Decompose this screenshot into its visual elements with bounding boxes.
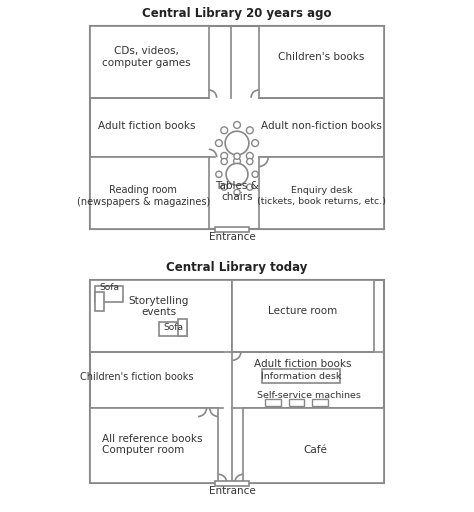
Text: Central Library 20 years ago: Central Library 20 years ago [142, 7, 332, 20]
Circle shape [252, 140, 258, 146]
Text: Adult fiction books: Adult fiction books [98, 121, 195, 131]
Circle shape [221, 184, 228, 190]
Text: Sofa: Sofa [163, 323, 183, 332]
Text: Storytelling
events: Storytelling events [129, 295, 189, 317]
Text: Children's fiction books: Children's fiction books [81, 372, 194, 382]
Bar [95, 286, 123, 302]
Bar [215, 481, 249, 486]
Bar [90, 157, 209, 229]
Text: Reading room
(newspapers & magazines): Reading room (newspapers & magazines) [77, 185, 210, 207]
Bar [215, 482, 249, 483]
Bar [215, 227, 249, 232]
Bar [90, 408, 218, 483]
Circle shape [234, 153, 240, 159]
Bar [289, 398, 304, 407]
Text: Sofa: Sofa [99, 283, 119, 292]
Text: Adult fiction books: Adult fiction books [254, 359, 351, 369]
Bar [262, 369, 340, 383]
Bar [243, 408, 384, 483]
Bar [265, 398, 281, 407]
Circle shape [234, 189, 240, 196]
Text: Entrance: Entrance [209, 232, 255, 242]
Circle shape [221, 153, 228, 159]
Bar [159, 322, 187, 336]
Circle shape [246, 153, 253, 159]
Text: Tables &
chairs: Tables & chairs [215, 181, 259, 202]
Text: Computer room: Computer room [102, 445, 184, 455]
Bar [90, 280, 384, 483]
Bar [259, 26, 384, 98]
Text: Central Library today: Central Library today [166, 261, 308, 274]
Text: Self-service machines: Self-service machines [257, 391, 361, 400]
Circle shape [216, 140, 222, 146]
Bar [90, 280, 232, 352]
Bar [90, 26, 384, 229]
Text: Enquiry desk
(tickets, book returns, etc.): Enquiry desk (tickets, book returns, etc… [257, 186, 386, 206]
Circle shape [246, 184, 253, 190]
Circle shape [216, 171, 222, 178]
Text: Children's books: Children's books [278, 52, 365, 62]
Circle shape [252, 171, 258, 178]
Bar [215, 228, 249, 229]
Text: Information desk: Information desk [261, 372, 341, 380]
Circle shape [234, 158, 240, 165]
Bar [95, 292, 104, 311]
Circle shape [246, 158, 253, 165]
Text: All reference books: All reference books [102, 434, 203, 444]
Text: Entrance: Entrance [209, 486, 255, 496]
Bar [232, 280, 374, 352]
Circle shape [226, 163, 248, 185]
Circle shape [246, 127, 253, 134]
Circle shape [221, 127, 228, 134]
Text: Lecture room: Lecture room [268, 306, 337, 316]
Circle shape [225, 131, 249, 155]
Bar [312, 398, 328, 407]
Circle shape [234, 121, 240, 129]
Bar [178, 319, 187, 336]
Bar [90, 26, 209, 98]
Text: CDs, videos,
computer games: CDs, videos, computer games [102, 47, 191, 68]
Bar [259, 157, 384, 229]
Text: Café: Café [303, 445, 327, 455]
Circle shape [221, 158, 228, 165]
Text: Adult non-fiction books: Adult non-fiction books [261, 121, 382, 131]
